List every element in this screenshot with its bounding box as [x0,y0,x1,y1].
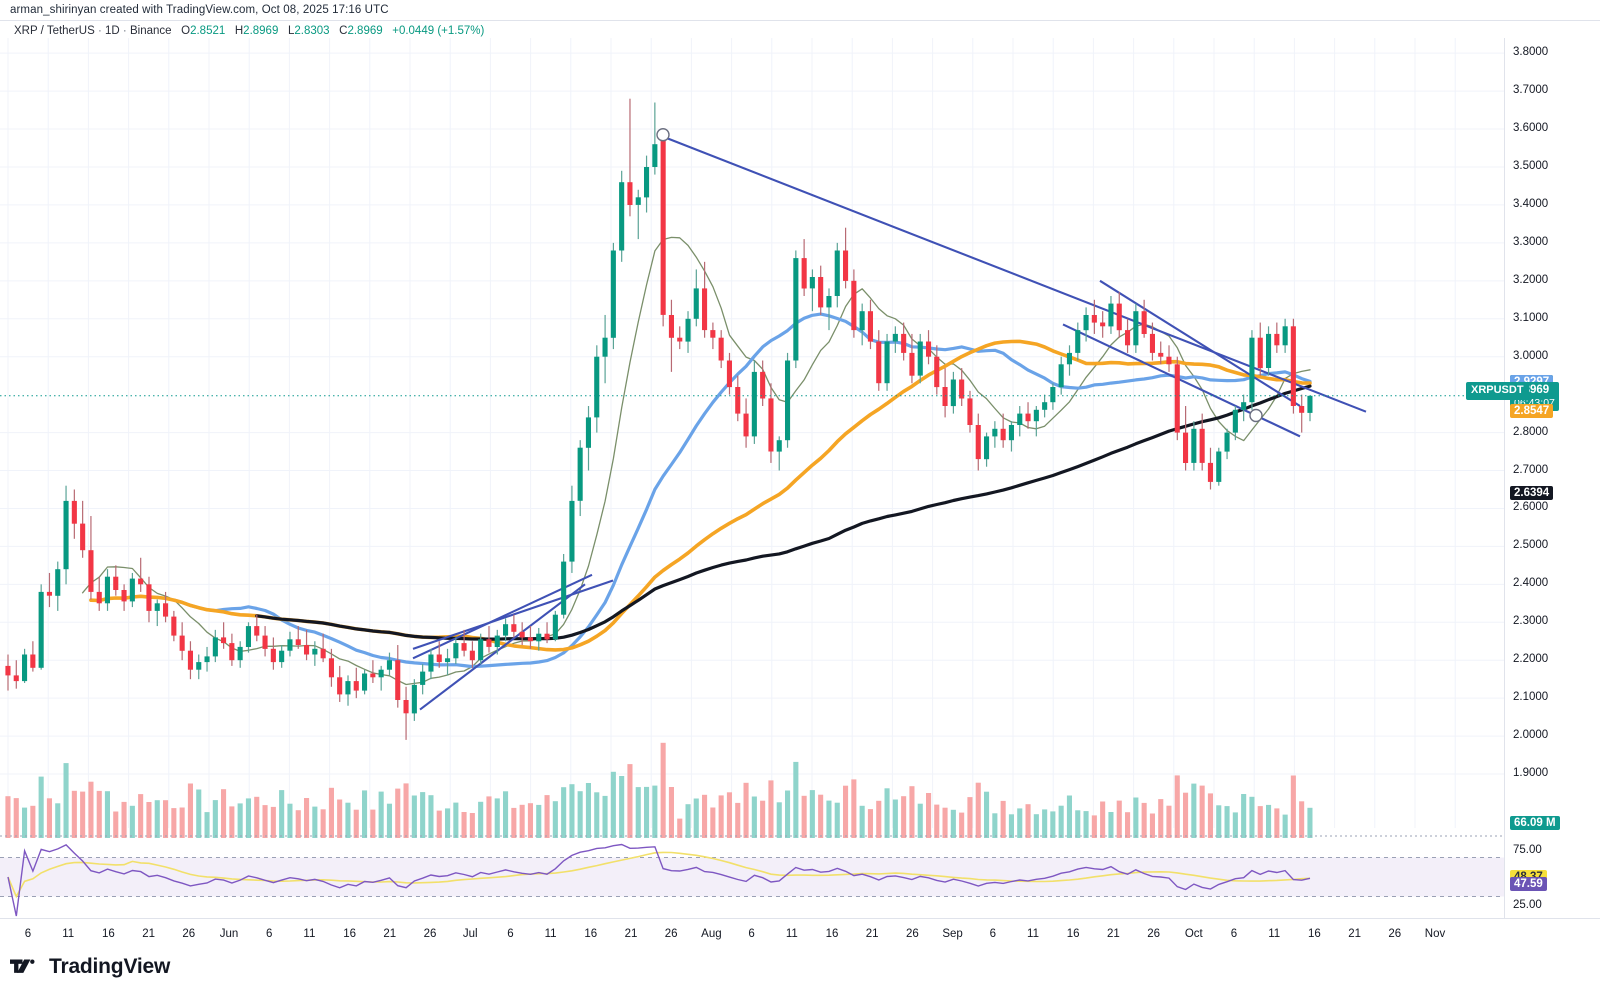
date-tick: Oct [1184,928,1203,940]
date-tick: 21 [1106,928,1120,940]
price-tick: 3.6000 [1513,122,1549,135]
chart-plot-area[interactable] [0,38,1504,918]
legend-close-value: 2.8969 [347,25,383,37]
price-tick: 3.1000 [1513,311,1549,324]
volume-series [5,742,1313,838]
date-tick: 16 [1307,928,1321,940]
date-tick: 21 [1348,928,1361,940]
date-tick: 26 [1388,928,1402,940]
date-tick: Jul [462,928,478,940]
volume-badge: 66.09 M [1510,816,1560,830]
price-tick: 2.4000 [1513,577,1549,590]
legend-high-label: H [234,25,244,37]
date-tick: 26 [1147,928,1160,940]
header-divider [0,20,1600,21]
date-tick: 6 [1230,928,1238,940]
legend-close-label: C [339,25,348,37]
date-tick: 6 [748,928,755,940]
date-tick: 16 [343,928,356,940]
date-tick: 26 [905,928,919,940]
date-tick: 11 [785,928,798,940]
date-tick: 21 [383,928,397,940]
price-tick: 3.0000 [1513,349,1549,362]
chart-canvas[interactable] [0,38,1504,918]
date-tick: 21 [624,928,638,940]
legend-open-value: 2.8521 [190,25,226,37]
date-tick: 6 [265,928,273,940]
price-tick: 2.7000 [1513,463,1549,476]
date-tick: Nov [1424,928,1446,940]
date-tick: 6 [24,928,32,940]
date-tick: 11 [1268,928,1281,940]
rsi-tick-25: 25.00 [1513,898,1542,911]
legend-change: +0.0449 [392,25,435,37]
date-tick: Sep [942,928,963,940]
date-tick: 6 [989,928,996,940]
moving-average-lines [81,236,1312,686]
rsi-tick-75: 75.00 [1513,843,1542,856]
legend-high-value: 2.8969 [243,25,279,37]
legend-symbol[interactable]: XRP / TetherUS [14,25,95,37]
date-tick: 26 [182,928,196,940]
legend-open-label: O [181,25,191,37]
price-tick: 3.8000 [1513,46,1549,59]
price-tick: 3.4000 [1513,197,1549,210]
attribution-text: arman_shirinyan created with TradingView… [10,4,389,16]
price-tick: 3.3000 [1513,235,1549,248]
price-tick: 2.2000 [1513,653,1549,666]
candlestick-series[interactable] [5,98,1313,740]
date-scale[interactable]: 6 11 16 21 26 Jun 6 11 16 21 26 Jul 6 11 16 21 26 Aug 6 11 1… [0,918,1600,949]
price-tick: 3.2000 [1513,273,1549,286]
price-tick: 2.5000 [1513,539,1549,552]
legend-sep-1: · [97,25,102,37]
anchor-markers[interactable] [656,128,1263,423]
legend-change-pct: (+1.57%) [437,25,485,37]
date-tick: 11 [1027,928,1039,940]
legend-exchange[interactable]: Binance [129,25,172,37]
grid-lines [0,38,1504,828]
date-tick: Jun [219,928,239,940]
date-tick: 26 [423,928,437,940]
price-tick: 2.0000 [1513,729,1549,742]
date-tick: 21 [865,928,879,940]
price-tick: 2.3000 [1513,615,1549,628]
chart-legend[interactable]: XRP / TetherUS · 1D · Binance O2.8521 H2… [14,25,484,37]
date-tick: Aug [701,928,722,940]
price-badge-ma-orange: 2.8547 [1510,403,1554,418]
legend-sep-2: · [122,25,127,37]
price-tick: 2.8000 [1513,425,1549,438]
price-tick: 1.9000 [1513,767,1549,780]
date-tick: 6 [507,928,514,940]
footer-brand[interactable]: TradingView [10,955,170,979]
date-tick: 16 [101,928,115,940]
legend-low-value: 2.8303 [294,25,330,37]
legend-low-label: L [287,25,295,37]
price-tick: 2.1000 [1513,691,1549,704]
tradingview-logo-icon [10,959,35,973]
date-tick: 11 [303,928,316,940]
legend-interval[interactable]: 1D [105,25,120,37]
price-tick: 3.5000 [1513,159,1549,172]
price-scale[interactable]: 3.8000 3.7000 3.6000 3.5000 3.4000 3.3000 3.20… [1466,38,1600,918]
date-tick: 16 [584,928,598,940]
price-tick: 2.6000 [1513,501,1549,514]
brand-name: TradingView [49,955,171,978]
date-tick: 16 [1066,928,1080,940]
date-tick: 21 [142,928,155,940]
price-tick: 3.7000 [1513,84,1549,97]
date-tick: 16 [825,928,839,940]
rsi-badge: 47.59 [1510,876,1547,891]
date-tick: 11 [544,928,557,940]
symbol-tag: XRPUSDT [1466,381,1529,400]
date-tick: 26 [664,928,678,940]
date-tick: 11 [62,928,75,940]
rsi-pane [0,835,1504,917]
price-badge-ma-black: 2.6394 [1510,485,1554,500]
